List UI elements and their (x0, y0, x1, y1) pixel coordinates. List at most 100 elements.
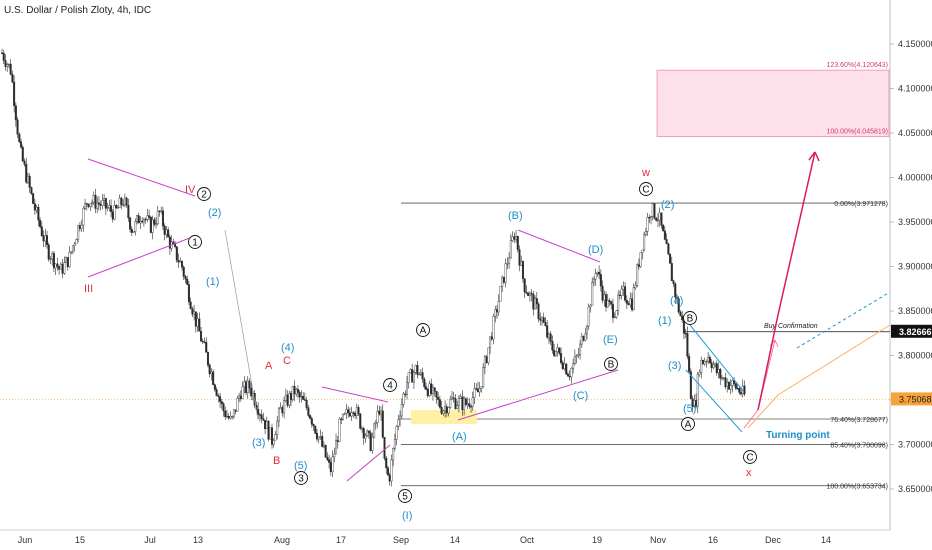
y-tick-label: 3.950000 (898, 217, 932, 227)
candle-body (743, 385, 746, 395)
candle-body (506, 263, 509, 265)
candle-body (674, 283, 677, 298)
candle-body (613, 316, 616, 319)
candle-body (528, 292, 531, 296)
candle-body (316, 433, 319, 440)
candle-body (217, 395, 220, 397)
candle-body (587, 306, 590, 327)
candle-body (646, 217, 649, 232)
candle-body (250, 387, 253, 397)
candle-body (355, 407, 358, 416)
fib-level-label: 76.40%(3.728677) (830, 417, 888, 424)
candle-body (629, 298, 632, 306)
candle-body (594, 273, 597, 280)
candle-body (61, 263, 64, 274)
candle-body (123, 197, 126, 205)
wave-label-III: III (84, 283, 93, 295)
candle-body (101, 200, 104, 206)
candle-body (262, 418, 265, 421)
candle-body (222, 403, 225, 412)
candle-body (106, 207, 109, 209)
candle-body (707, 356, 710, 362)
candle-body (165, 229, 168, 235)
candle-body (148, 215, 151, 218)
x-tick-label: 16 (708, 535, 718, 545)
candle-body (660, 212, 663, 226)
candle-body (444, 406, 447, 412)
candle-body (193, 311, 196, 315)
candle-body (598, 272, 601, 275)
candle-body (525, 291, 528, 294)
candle-body (544, 322, 547, 326)
candle-body (73, 243, 76, 247)
candle-body (721, 377, 724, 379)
candle-body (416, 365, 419, 375)
candle-body (312, 424, 315, 427)
candle-body (418, 373, 421, 376)
wave-label-blue-4b: (4) (670, 295, 683, 307)
x-axis: Jun 15 Jul 13 Aug 17 Sep 14 Oct 19 Nov 16 Dec 14 (18, 535, 831, 545)
candle-body (426, 389, 429, 397)
wave-circle-label: 2 (201, 190, 207, 201)
candle-body (132, 231, 135, 233)
candle-body (425, 386, 428, 390)
candle-body (740, 392, 743, 395)
candle-body (535, 298, 538, 305)
buy-confirmation-price-tag (891, 324, 932, 338)
candle-body (125, 197, 128, 206)
wave-circle-label: B (608, 360, 615, 371)
candle-body (283, 400, 286, 414)
candle-body (122, 204, 125, 206)
candle-body (23, 160, 26, 165)
candle-body (146, 215, 149, 220)
candle-body (227, 416, 230, 419)
candle-body (463, 398, 466, 410)
wave-circle (197, 187, 211, 201)
candle-body (116, 207, 119, 209)
candle-body (293, 385, 296, 395)
candle-body (336, 440, 339, 442)
red-projection-arrow (757, 151, 816, 411)
candle-body (504, 263, 507, 283)
candle-body (599, 274, 602, 287)
x-tick-label: Sep (393, 535, 409, 545)
candle-body (380, 410, 383, 415)
wave-label-blue-1b: (1) (658, 315, 671, 327)
wave-label-B: B (273, 455, 280, 467)
candle-body (703, 361, 706, 365)
wave-circle (639, 182, 653, 196)
candle-body (476, 388, 479, 393)
candle-body (468, 403, 471, 407)
candle-body (163, 225, 166, 235)
candle-body (406, 382, 409, 395)
candle-body (324, 444, 327, 458)
candle-body (80, 224, 83, 229)
candle-body (376, 410, 379, 423)
candle-body (103, 198, 106, 201)
wave-circle-label: A (420, 326, 427, 337)
candle-body (186, 278, 189, 285)
candle-body (352, 412, 355, 414)
candle-body (712, 364, 715, 369)
candle-body (160, 210, 163, 212)
candle-body (601, 285, 604, 301)
candle-body (258, 414, 261, 416)
candle-body (419, 372, 422, 375)
candle-body (260, 414, 263, 419)
candle-body (175, 246, 178, 261)
candle-body (63, 262, 66, 274)
wave-circle (681, 417, 695, 431)
impulse-channel-line (224, 229, 259, 421)
candle-body (480, 386, 483, 389)
candle-body (539, 318, 542, 321)
wave-circle (416, 323, 430, 337)
candle-body (257, 408, 260, 415)
candle-body (44, 235, 47, 242)
candle-body (115, 205, 118, 208)
candle-body (672, 280, 675, 284)
candle-body (724, 377, 727, 387)
candle-body (58, 266, 61, 270)
wave-label-x: x (746, 467, 752, 479)
candle-body (537, 303, 540, 319)
